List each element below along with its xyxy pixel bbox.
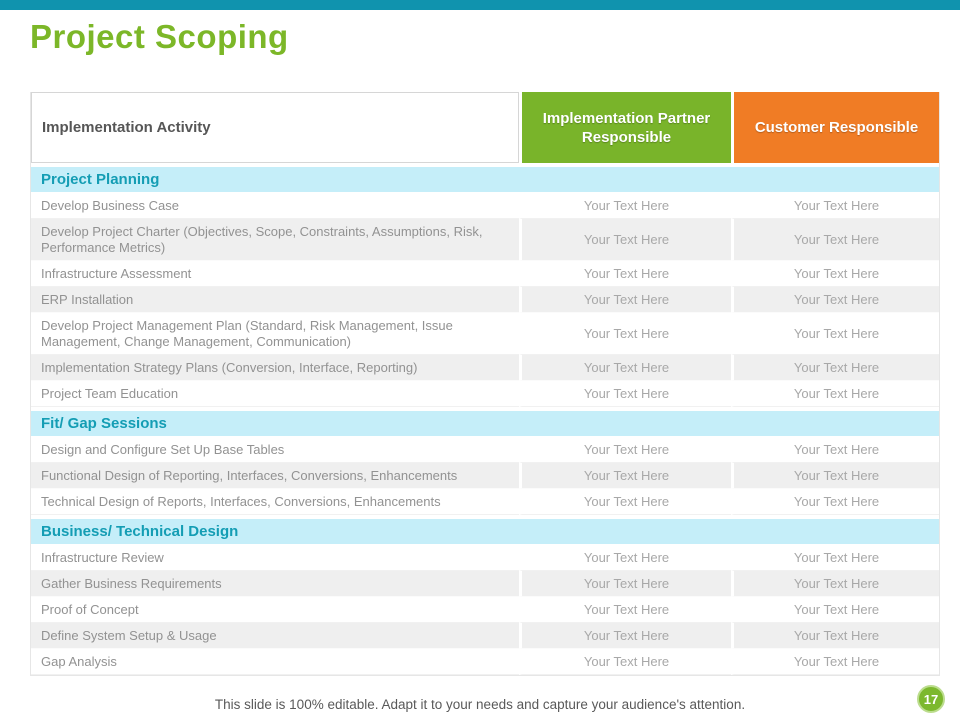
table-row: Infrastructure Assessment Your Text Here Y… [31,261,939,287]
customer-cell: Your Text Here [731,355,939,381]
partner-cell: Your Text Here [519,193,731,219]
customer-cell: Your Text Here [731,193,939,219]
activity-cell: Design and Configure Set Up Base Tables [31,437,519,463]
partner-cell: Your Text Here [519,649,731,675]
header-customer-responsible: Customer Responsible [731,92,939,163]
header-implementation-partner-responsible: Implementation Partner Responsible [519,92,731,163]
table-body: Project Planning Develop Business Case You… [31,167,939,675]
customer-cell: Your Text Here [731,623,939,649]
activity-cell: ERP Installation [31,287,519,313]
partner-cell: Your Text Here [519,571,731,597]
customer-cell: Your Text Here [731,287,939,313]
activity-cell: Implementation Strategy Plans (Conversio… [31,355,519,381]
table-row: Functional Design of Reporting, Interfac… [31,463,939,489]
table-header-row: Implementation Activity Implementation P… [31,92,939,163]
table-row: Infrastructure Review Your Text Here Your … [31,545,939,571]
activity-cell: Develop Business Case [31,193,519,219]
activity-cell: Functional Design of Reporting, Interfac… [31,463,519,489]
partner-cell: Your Text Here [519,219,731,261]
section-header-row: Business/ Technical Design [31,519,939,545]
activity-cell: Gap Analysis [31,649,519,675]
page-title: Project Scoping [30,18,289,55]
page-number: 17 [923,691,939,707]
footer-note: This slide is 100% editable. Adapt it to… [214,697,746,712]
activity-cell: Infrastructure Assessment [31,261,519,287]
customer-cell: Your Text Here [731,437,939,463]
customer-cell: Your Text Here [731,381,939,407]
activity-cell: Develop Project Charter (Objectives, Sco… [31,219,519,261]
customer-cell: Your Text Here [731,545,939,571]
table-row: Develop Project Management Plan (Standar… [31,313,939,355]
partner-cell: Your Text Here [519,623,731,649]
partner-cell: Your Text Here [519,261,731,287]
activity-cell: Proof of Concept [31,597,519,623]
partner-cell: Your Text Here [519,437,731,463]
partner-cell: Your Text Here [519,313,731,355]
activity-cell: Project Team Education [31,381,519,407]
scoping-table: Implementation Activity Implementation P… [30,92,940,676]
top-accent-bar [0,0,960,10]
table-row: Develop Project Charter (Objectives, Sco… [31,219,939,261]
header-implementation-activity: Implementation Activity [31,92,519,163]
table-row: Gather Business Requirements Your Text He… [31,571,939,597]
section-header-row: Project Planning [31,167,939,193]
page-number-badge: 17 [917,685,945,713]
activity-cell: Technical Design of Reports, Interfaces,… [31,489,519,515]
customer-cell: Your Text Here [731,463,939,489]
table-row: Define System Setup & Usage Your Text Her… [31,623,939,649]
table-row: Gap Analysis Your Text Here Your Text Here [31,649,939,675]
table-row: Design and Configure Set Up Base Tables Y… [31,437,939,463]
activity-cell: Develop Project Management Plan (Standar… [31,313,519,355]
partner-cell: Your Text Here [519,355,731,381]
customer-cell: Your Text Here [731,219,939,261]
customer-cell: Your Text Here [731,597,939,623]
activity-cell: Infrastructure Review [31,545,519,571]
partner-cell: Your Text Here [519,597,731,623]
customer-cell: Your Text Here [731,489,939,515]
table-row: Project Team Education Your Text Here Your… [31,381,939,407]
partner-cell: Your Text Here [519,463,731,489]
table-row: Develop Business Case Your Text Here Your … [31,193,939,219]
partner-cell: Your Text Here [519,381,731,407]
partner-cell: Your Text Here [519,287,731,313]
customer-cell: Your Text Here [731,649,939,675]
partner-cell: Your Text Here [519,545,731,571]
activity-cell: Define System Setup & Usage [31,623,519,649]
customer-cell: Your Text Here [731,313,939,355]
table-row: Implementation Strategy Plans (Conversio… [31,355,939,381]
partner-cell: Your Text Here [519,489,731,515]
customer-cell: Your Text Here [731,261,939,287]
activity-cell: Gather Business Requirements [31,571,519,597]
table-row: Proof of Concept Your Text Here Your Text … [31,597,939,623]
table-row: ERP Installation Your Text Here Your Text … [31,287,939,313]
customer-cell: Your Text Here [731,571,939,597]
table-row: Technical Design of Reports, Interfaces,… [31,489,939,515]
section-header-row: Fit/ Gap Sessions [31,411,939,437]
